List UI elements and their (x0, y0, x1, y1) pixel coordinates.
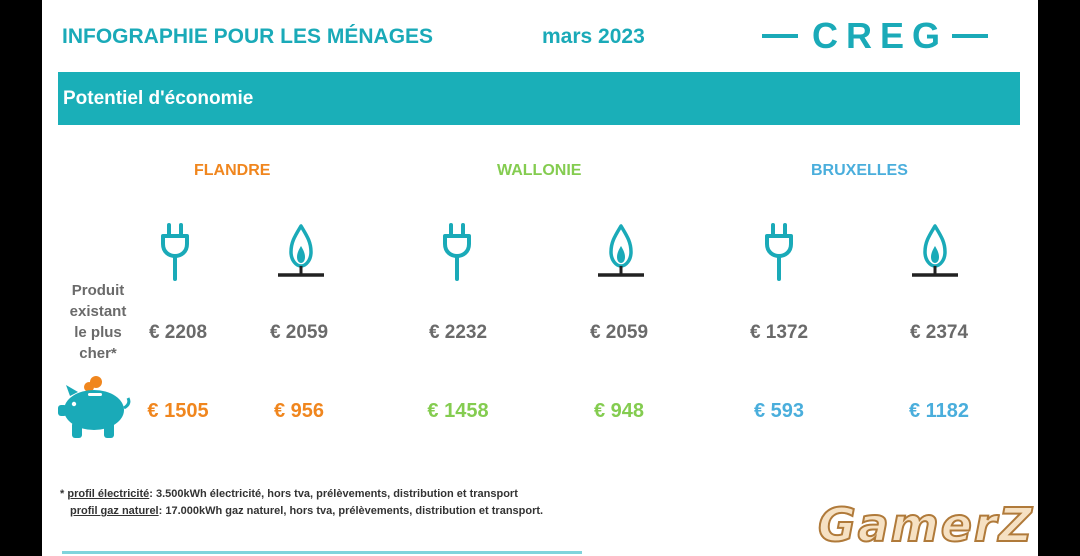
row-label-current-product: Produit existant le plus cher* (58, 280, 138, 364)
plug-icon (443, 223, 471, 281)
wallonie-electricity-current: € 2232 (428, 322, 488, 343)
bruxelles-electricity-current: € 1372 (749, 322, 809, 343)
watermark: GamerZ (817, 497, 1034, 553)
bruxelles-gas-current: € 2374 (909, 322, 969, 343)
row-label-line: Produit (71, 282, 125, 299)
section-title: Potentiel d'économie (63, 88, 254, 109)
section-banner: Potentiel d'économie (58, 72, 1020, 125)
wallonie-electricity-savings: € 1458 (427, 400, 489, 422)
creg-logo: CREG (762, 14, 989, 58)
publication-date: mars 2023 (542, 25, 645, 48)
infographic-page: INFOGRAPHIE POUR LES MÉNAGES mars 2023 C… (42, 0, 1038, 556)
footnote-electricity: * profil électricité: 3.500kWh électrici… (60, 488, 518, 500)
region-wallonie-heading: WALLONIE (497, 162, 582, 179)
bruxelles-gas-savings: € 1182 (908, 400, 970, 422)
logo-bar-left (762, 34, 798, 38)
plug-icon (765, 223, 793, 281)
flandre-gas-savings: € 956 (273, 400, 325, 422)
logo-bar-right (952, 34, 989, 38)
row-label-line: cher* (79, 345, 117, 362)
footnote-gas-label: profil gaz naturel (70, 505, 159, 517)
footnote-gas-text: : 17.000kWh gaz naturel, hors tva, prélè… (158, 505, 544, 517)
flandre-gas-current: € 2059 (269, 322, 329, 343)
gas-flame-icon (912, 224, 958, 277)
gas-flame-icon (598, 224, 644, 277)
row-label-line: existant (69, 303, 127, 320)
region-flandre-heading: FLANDRE (194, 162, 271, 179)
footnote-electricity-label: profil électricité (67, 488, 150, 500)
wallonie-gas-savings: € 948 (593, 400, 645, 422)
region-bruxelles-heading: BRUXELLES (811, 162, 908, 179)
flandre-electricity-current: € 2208 (148, 322, 208, 343)
wallonie-gas-current: € 2059 (589, 322, 649, 343)
logo-text: CREG (812, 15, 949, 56)
page-title: INFOGRAPHIE POUR LES MÉNAGES (62, 25, 434, 48)
row-label-line: le plus (74, 324, 122, 341)
bottom-divider (62, 551, 582, 554)
footnote-gas: profil gaz naturel: 17.000kWh gaz nature… (70, 505, 543, 517)
gas-flame-icon (278, 224, 324, 277)
footnote-electricity-text: : 3.500kWh électricité, hors tva, prélèv… (149, 488, 518, 500)
bruxelles-electricity-savings: € 593 (753, 400, 805, 422)
footnote-marker: * (60, 488, 68, 500)
plug-icon (161, 223, 189, 281)
flandre-electricity-savings: € 1505 (147, 400, 209, 422)
piggy-bank-icon (58, 376, 131, 438)
